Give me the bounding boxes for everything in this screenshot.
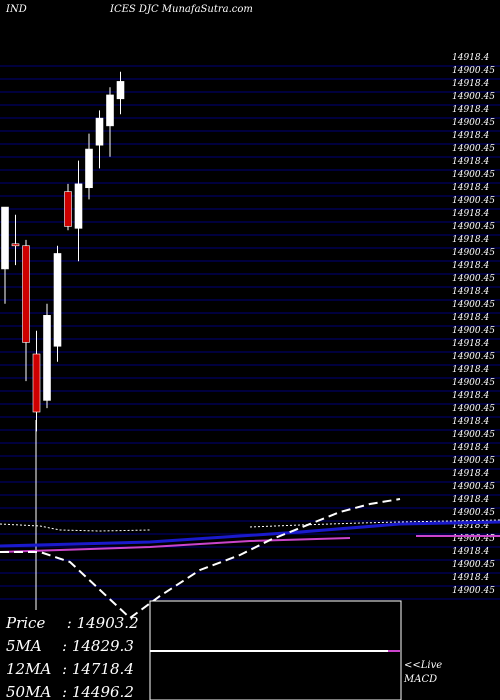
price-axis-label: 14900.45	[452, 300, 495, 310]
price-axis-label: 14900.45	[452, 534, 495, 544]
candle-body	[22, 245, 30, 343]
price-axis-label: 14918.4	[452, 209, 489, 219]
price-axis-label: 14900.45	[452, 586, 495, 596]
header-left: IND	[6, 4, 27, 15]
candle-body	[74, 183, 83, 229]
price-axis-label: 14900.45	[452, 430, 495, 440]
ma-short-line	[0, 520, 500, 548]
price-axis-label: 14918.4	[452, 287, 489, 297]
candle-body	[11, 243, 20, 247]
candle-body	[1, 206, 9, 270]
stat-50ma: 50MA: 14496.2	[6, 683, 134, 700]
candle-body	[106, 94, 114, 127]
price-axis-label: 14900.45	[452, 352, 495, 362]
price-axis-label: 14900.45	[452, 248, 495, 258]
macd-label: MACD	[404, 674, 438, 685]
price-axis-label: 14900.45	[452, 404, 495, 414]
price-axis-label: 14900.45	[452, 118, 495, 128]
header-right: ICES DJC MunafaSutra.com	[110, 4, 253, 15]
price-axis-label: 14918.4	[452, 183, 489, 193]
price-axis-label: 14900.45	[452, 144, 495, 154]
stats-panel: Price : 14903.2 5MA: 14829.3 12MA: 14718…	[6, 612, 139, 700]
price-axis-label: 14900.45	[452, 560, 495, 570]
price-axis-label: 14918.4	[452, 495, 489, 505]
price-axis-label: 14900.45	[452, 378, 495, 388]
price-axis-label: 14918.4	[452, 313, 489, 323]
candle-body	[43, 315, 51, 401]
price-axis-label: 14918.4	[452, 79, 489, 89]
price-axis-label: 14900.45	[452, 482, 495, 492]
price-axis-label: 14918.4	[452, 157, 489, 167]
candle-body	[32, 353, 41, 413]
price-axis-label: 14900.45	[452, 66, 495, 76]
ma-long-line	[0, 537, 351, 553]
stat-price: Price : 14903.2	[6, 614, 139, 632]
stat-12ma: 12MA: 14718.4	[6, 660, 134, 678]
ma-dotted-line	[249, 519, 500, 528]
candle-body	[64, 191, 72, 227]
price-axis-label: 14918.4	[452, 521, 489, 531]
price-axis-label: 14918.4	[452, 339, 489, 349]
price-axis-label: 14900.45	[452, 508, 495, 518]
price-axis-label: 14900.45	[452, 170, 495, 180]
price-axis-label: 14918.4	[452, 235, 489, 245]
price-axis-label: 14900.45	[452, 326, 495, 336]
macd-line	[0, 498, 401, 620]
candle-body	[95, 117, 104, 146]
price-axis-label: 14900.45	[452, 222, 495, 232]
price-axis-label: 14918.4	[452, 443, 489, 453]
price-axis-label: 14900.45	[452, 274, 495, 284]
price-axis-label: 14918.4	[452, 547, 489, 557]
price-axis-label: 14918.4	[452, 131, 489, 141]
stat-5ma: 5MA: 14829.3	[6, 637, 134, 655]
price-axis-label: 14918.4	[452, 469, 489, 479]
candle-body	[116, 81, 125, 100]
price-axis-label: 14918.4	[452, 573, 489, 583]
price-axis-label: 14918.4	[452, 391, 489, 401]
price-axis-label: 14918.4	[452, 261, 489, 271]
price-axis-label: 14918.4	[452, 365, 489, 375]
candle-body	[53, 253, 62, 347]
live-label: <<Live	[404, 660, 443, 671]
price-axis-label: 14918.4	[452, 53, 489, 63]
price-axis-label: 14900.45	[452, 456, 495, 466]
price-axis-label: 14900.45	[452, 92, 495, 102]
price-axis-label: 14918.4	[452, 105, 489, 115]
ma-dotted-line	[0, 523, 151, 532]
price-axis-label: 14918.4	[452, 417, 489, 427]
candle-body	[85, 148, 93, 189]
price-axis-label: 14900.45	[452, 196, 495, 206]
